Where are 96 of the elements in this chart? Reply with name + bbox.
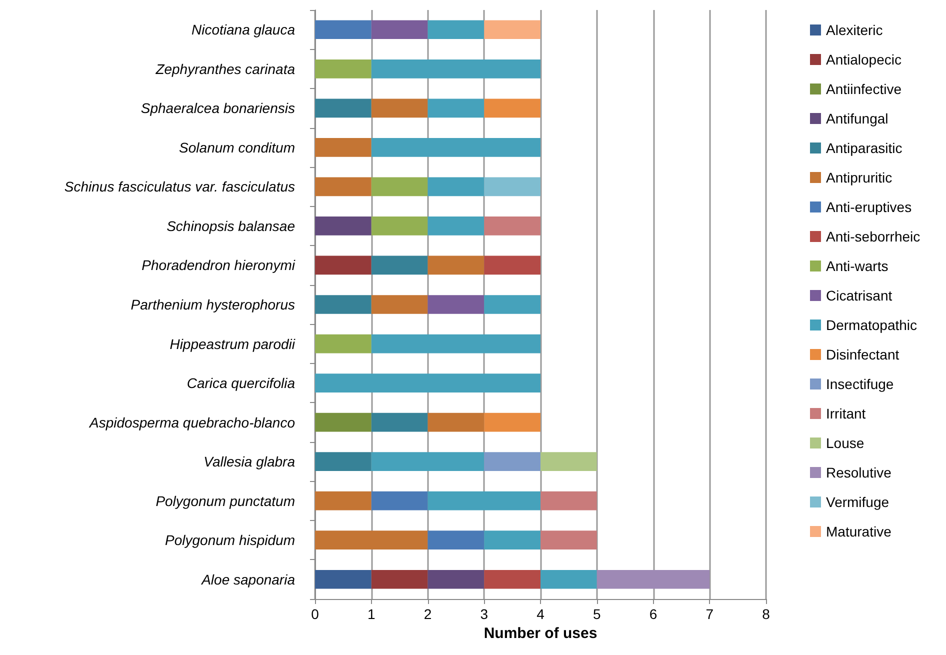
bar <box>315 216 372 236</box>
bar <box>315 412 372 432</box>
bar <box>371 138 540 157</box>
bar <box>428 98 484 118</box>
bar <box>315 20 372 40</box>
bar <box>428 20 484 40</box>
x-tick-label: 8 <box>762 606 770 622</box>
y-tick-label: Solanum conditum <box>179 139 296 156</box>
legend-label: Resolutive <box>826 464 892 480</box>
bar <box>371 412 428 432</box>
x-tick-label: 4 <box>536 606 545 622</box>
legend-label: Dermatopathic <box>826 317 918 333</box>
legend-label: Antialopecic <box>826 52 902 68</box>
bar <box>484 256 540 275</box>
bar <box>428 412 484 432</box>
legend-label: Anti-eruptives <box>826 199 912 215</box>
legend-label: Antiinfective <box>826 81 902 97</box>
x-tick-label: 0 <box>311 606 320 622</box>
bar <box>315 256 372 275</box>
bar <box>428 295 484 314</box>
bar <box>371 20 428 40</box>
bar <box>315 295 372 314</box>
bar <box>371 491 428 510</box>
y-tick-label: Polygonum punctatum <box>156 492 296 509</box>
x-tick-label: 1 <box>367 606 376 622</box>
bar <box>315 98 372 118</box>
bar <box>596 570 710 589</box>
x-tick-label: 3 <box>480 606 488 622</box>
bar <box>428 530 484 550</box>
bar <box>484 98 540 118</box>
bar <box>428 216 484 236</box>
bar <box>540 452 597 471</box>
bar <box>540 491 597 510</box>
bar <box>315 570 372 589</box>
legend-label: Disinfectant <box>826 346 900 362</box>
bar <box>484 530 540 550</box>
bar <box>484 20 540 40</box>
bar <box>315 530 428 550</box>
bar <box>371 59 540 78</box>
legend-label: Alexiteric <box>826 22 883 38</box>
legend-label: Cicatrisant <box>826 288 892 304</box>
bar <box>371 256 428 275</box>
bar <box>315 59 372 78</box>
bar <box>371 295 428 314</box>
bar <box>315 491 372 510</box>
x-tick-label: 7 <box>706 606 714 622</box>
bar <box>540 570 597 589</box>
y-tick-label: Aloe saponaria <box>200 571 296 588</box>
bar <box>428 177 484 196</box>
legend-label: Maturative <box>826 524 892 540</box>
bar <box>371 98 428 118</box>
y-tick-label: Carica quercifolia <box>186 375 296 392</box>
bar <box>371 570 428 589</box>
bar <box>315 374 540 392</box>
y-tick-label: Polygonum hispidum <box>165 532 296 548</box>
y-tick-label: Nicotiana glauca <box>191 22 296 38</box>
legend-label: Antiparasitic <box>826 140 902 156</box>
bar <box>484 295 540 314</box>
legend-label: Vermifuge <box>826 494 890 510</box>
bar <box>371 177 428 196</box>
bar <box>484 412 540 432</box>
bar <box>484 177 540 196</box>
legend-label: Louse <box>826 435 864 451</box>
bar <box>315 452 372 471</box>
bar <box>428 491 540 510</box>
x-axis-title: Number of uses <box>484 624 598 642</box>
legend-label: Insectifuge <box>826 376 894 392</box>
y-tick-label: Aspidosperma quebracho-blanco <box>88 414 296 430</box>
y-tick-label: Phoradendron hieronymi <box>142 257 296 274</box>
y-tick-label: Schinopsis balansae <box>166 218 296 234</box>
bar <box>484 216 540 236</box>
bar <box>371 334 540 354</box>
bar <box>428 256 484 275</box>
bar <box>484 570 540 589</box>
y-tick-label: Sphaeralcea bonariensis <box>140 100 295 116</box>
y-tick-label: Vallesia glabra <box>204 454 296 470</box>
bar <box>540 530 597 550</box>
legend-label: Antipruritic <box>826 170 892 186</box>
bar <box>371 216 428 236</box>
bar <box>315 334 372 354</box>
x-tick-label: 5 <box>592 606 601 622</box>
x-tick-label: 6 <box>649 606 658 622</box>
legend-label: Anti-seborrheic <box>826 228 920 244</box>
x-tick-label: 2 <box>424 606 432 622</box>
legend-label: Anti-warts <box>826 258 888 274</box>
legend-label: Irritant <box>826 406 866 422</box>
y-tick-label: Hippeastrum parodii <box>170 336 296 352</box>
y-tick-label: Zephyranthes carinata <box>154 60 296 77</box>
y-tick-label: Parthenium hysterophorus <box>130 296 295 312</box>
bar <box>371 452 484 471</box>
bar <box>428 570 484 589</box>
y-tick-label: Schinus fasciculatus var. fasciculatus <box>64 178 295 195</box>
bar <box>315 138 372 157</box>
bar <box>315 177 372 196</box>
bar <box>484 452 540 471</box>
legend-label: Antifungal <box>826 110 888 126</box>
